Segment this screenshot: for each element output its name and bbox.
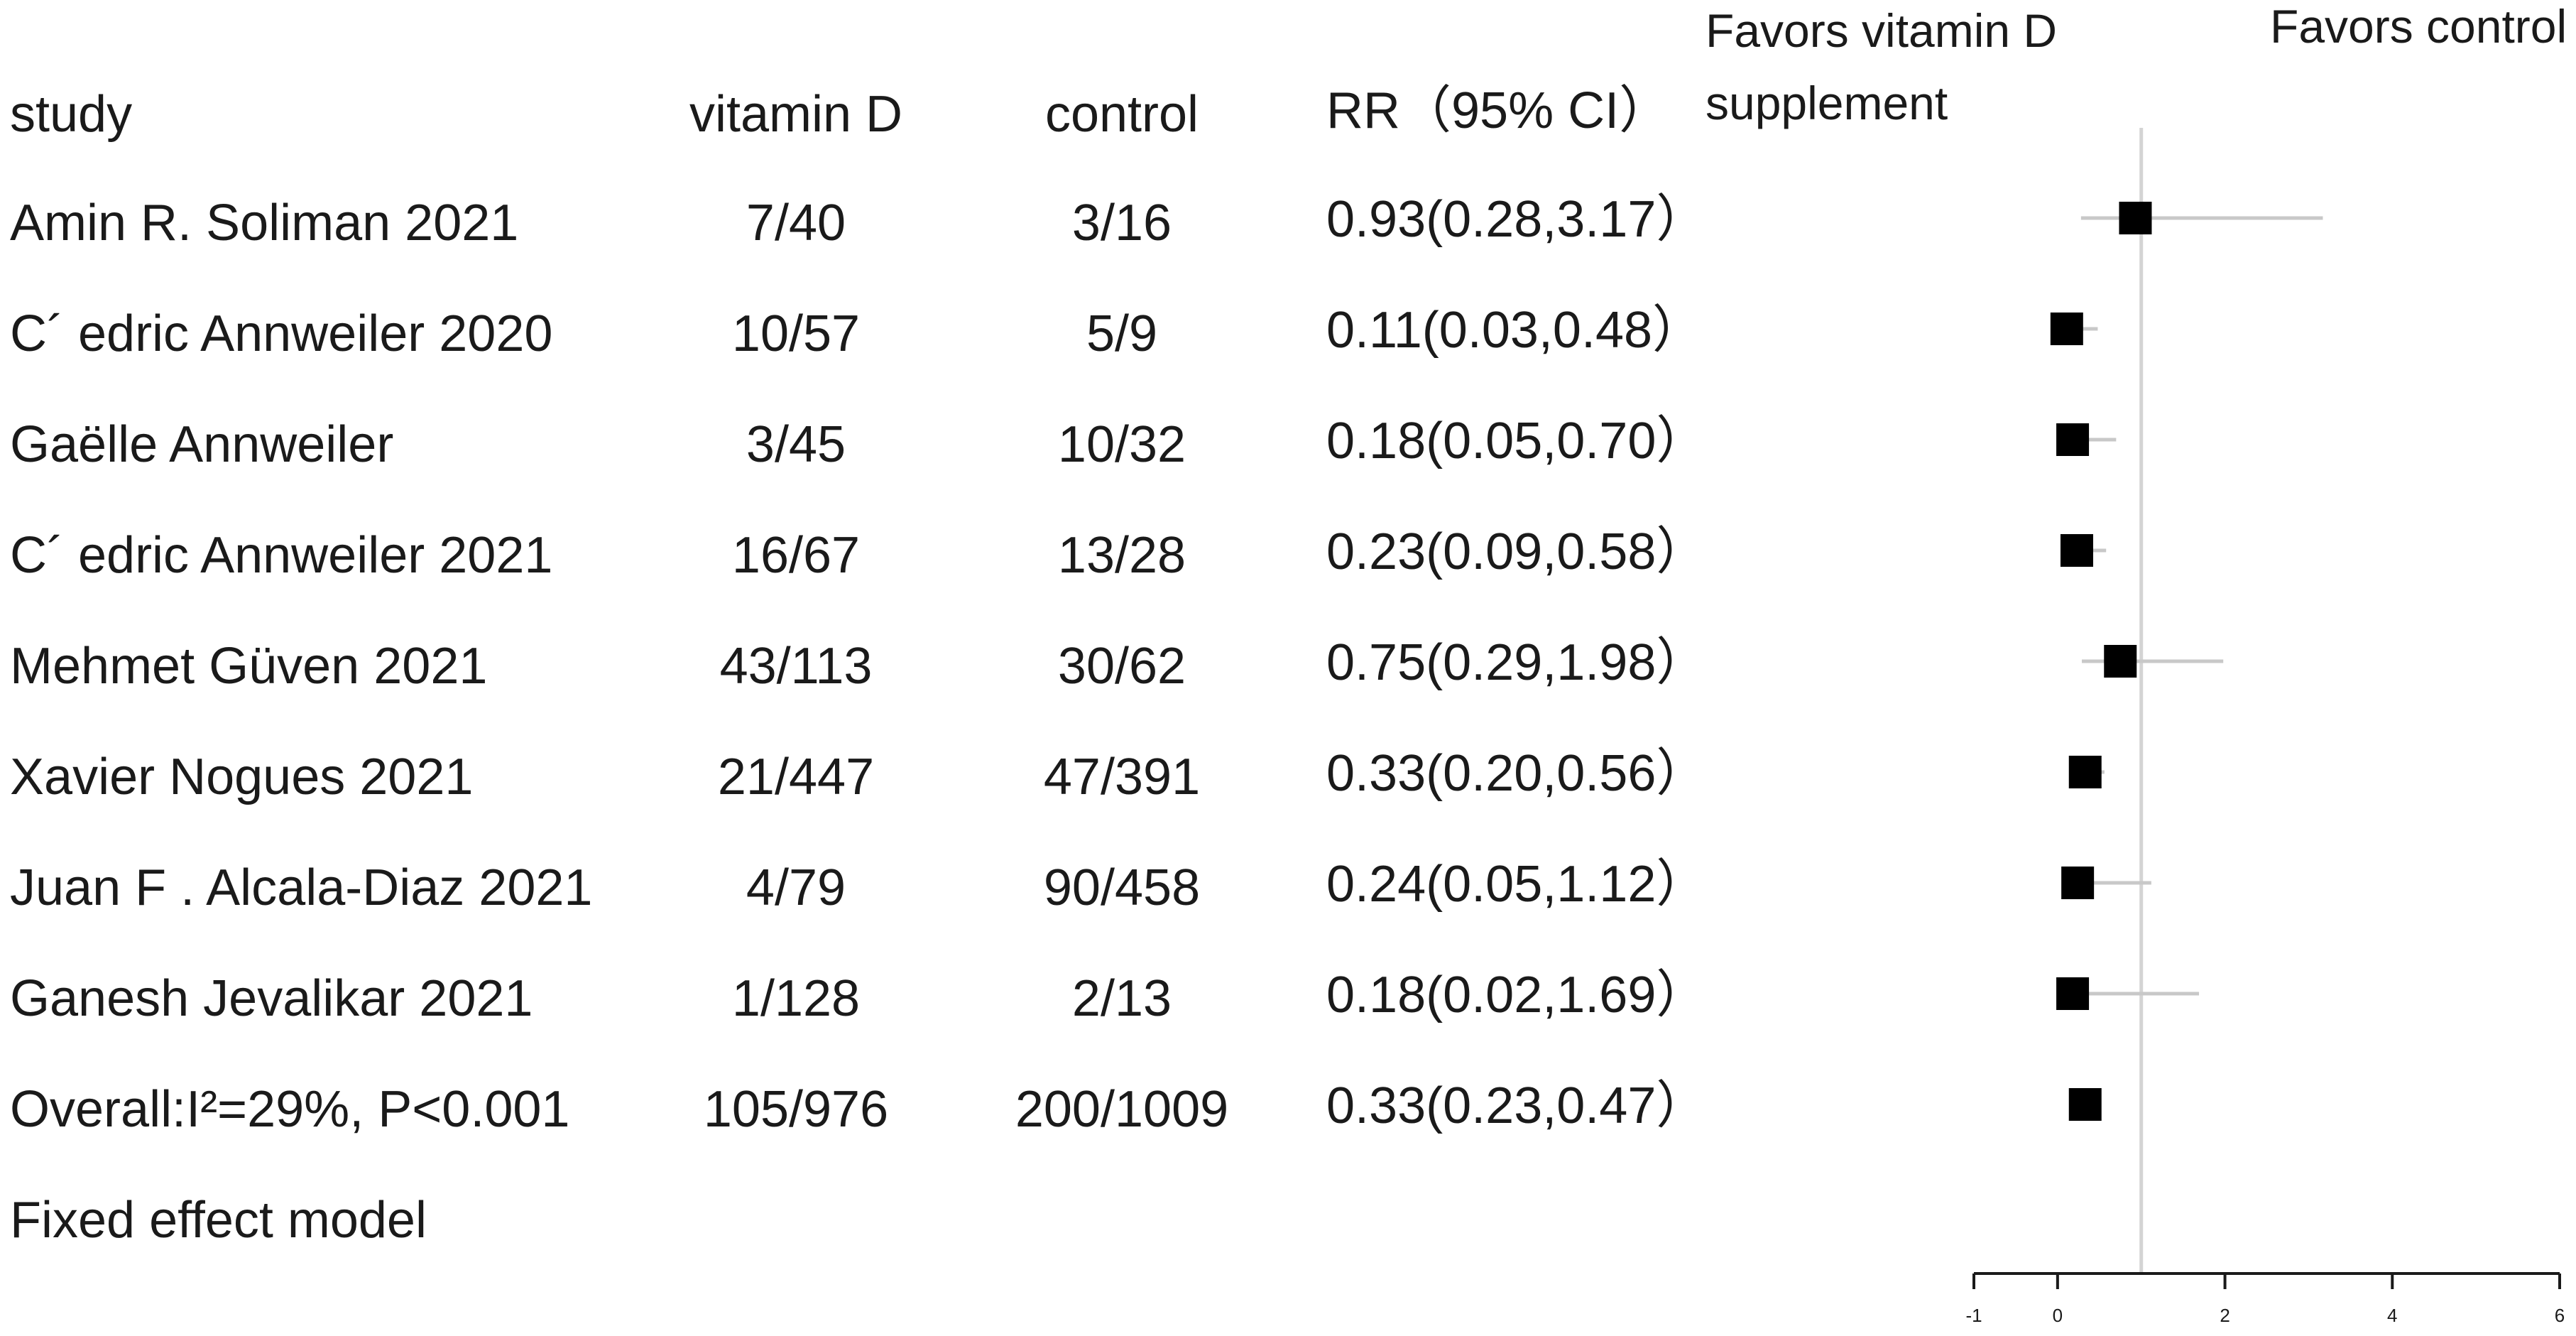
favors-control-label: Favors control [2270,0,2567,53]
header-vitamin-d: vitamin D [689,86,903,143]
point-marker [2060,534,2093,567]
control-events: 200/1009 [1015,1081,1229,1138]
rr-value: 0.18(0.05,0.70） [1326,413,1708,469]
header-study: study [10,86,133,143]
x-tick-label: 4 [2387,1305,2397,1326]
favors-vitamin-d-label-line2: supplement [1705,77,1948,129]
model-label: Fixed effect model [10,1192,427,1249]
vitamin-d-events: 10/57 [731,305,861,362]
study-name: Xavier Nogues 2021 [10,749,474,805]
control-events: 13/28 [1057,527,1186,584]
point-marker [2056,423,2090,456]
vitamin-d-events: 3/45 [746,416,846,473]
control-events: 3/16 [1071,195,1172,251]
rr-value: 0.75(0.29,1.98） [1326,634,1708,691]
control-events: 90/458 [1043,859,1201,916]
x-tick-label: -1 [1965,1305,1982,1326]
control-events: 47/391 [1043,749,1201,805]
vitamin-d-events: 1/128 [731,970,861,1027]
control-events: 5/9 [1086,305,1158,362]
study-name: Gaëlle Annweiler [10,416,394,473]
header-rr: RR（95% CI） [1326,82,1671,139]
vitamin-d-events: 21/447 [717,749,875,805]
point-marker [2056,977,2090,1010]
vitamin-d-events: 16/67 [731,527,861,584]
vitamin-d-events: 105/976 [703,1081,889,1138]
header-control: control [1044,86,1199,143]
study-name: Overall:I²=29%, P<0.001 [10,1081,570,1138]
study-name: Ganesh Jevalikar 2021 [10,970,533,1027]
rr-value: 0.23(0.09,0.58） [1326,523,1708,580]
control-events: 30/62 [1057,638,1186,695]
control-events: 10/32 [1057,416,1186,473]
x-tick-label: 0 [2053,1305,2063,1326]
control-events: 2/13 [1071,970,1172,1027]
study-name: C´ edric Annweiler 2020 [10,305,553,362]
rr-value: 0.11(0.03,0.48） [1326,302,1704,359]
rr-value: 0.33(0.23,0.47） [1326,1077,1708,1134]
x-tick-label: 2 [2220,1305,2230,1326]
study-name: C´ edric Annweiler 2021 [10,527,553,584]
rr-value: 0.18(0.02,1.69） [1326,967,1708,1023]
point-marker [2068,756,2102,788]
point-marker [2068,1088,2102,1121]
vitamin-d-events: 7/40 [746,195,846,251]
x-tick-label: 6 [2555,1305,2565,1326]
point-marker [2119,202,2152,234]
vitamin-d-events: 43/113 [719,638,873,695]
study-name: Mehmet Güven 2021 [10,638,488,695]
rr-value: 0.33(0.20,0.56） [1326,745,1708,802]
point-marker [2104,645,2137,678]
vitamin-d-events: 4/79 [746,859,846,916]
rr-value: 0.93(0.28,3.17） [1326,191,1708,248]
study-name: Amin R. Soliman 2021 [10,195,519,251]
point-marker [2061,867,2095,899]
study-name: Juan F . Alcala-Diaz 2021 [10,859,593,916]
rr-value: 0.24(0.05,1.12） [1326,856,1708,913]
favors-vitamin-d-label: Favors vitamin D [1705,4,2058,57]
point-marker [2050,313,2083,345]
